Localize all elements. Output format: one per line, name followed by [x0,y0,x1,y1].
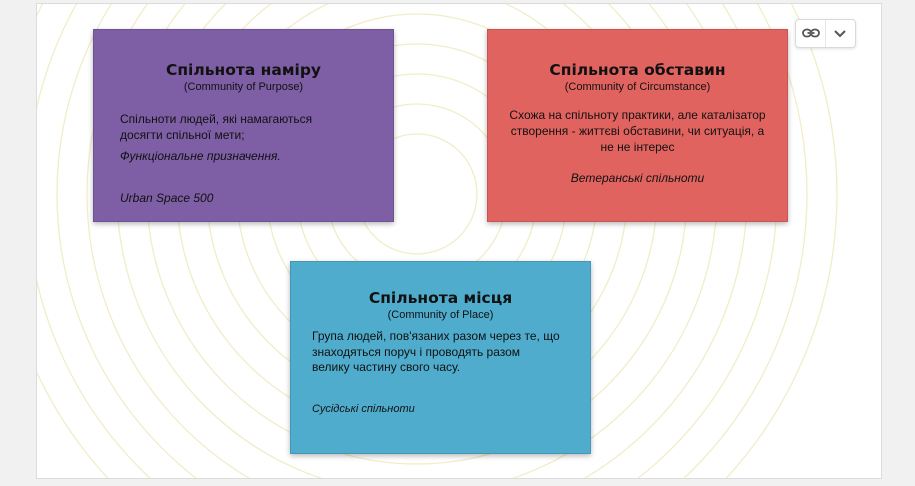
expand-button[interactable] [826,20,855,47]
card-community-of-circumstance[interactable]: Спільнота обставин (Community of Circums… [487,29,788,222]
card-subtitle: (Community of Purpose) [183,81,304,93]
card-title: Спільнота наміру [165,61,322,79]
card-example: Ветеранські спільноти [570,171,705,185]
card-community-of-place[interactable]: Спільнота місця (Community of Place) Гру… [290,261,591,454]
chevron-down-icon [833,25,847,43]
card-example: Urban Space 500 [120,191,214,205]
card-community-of-purpose[interactable]: Спільнота наміру (Community of Purpose) … [93,29,394,222]
card-example: Сусідські спільноти [312,402,415,415]
card-title: Спільнота місця [368,289,513,307]
card-toolbar [795,19,856,48]
card-body: Група людей, пов'язаних разом через те, … [312,329,560,374]
card-subtitle: (Community of Circumstance) [564,81,711,93]
toolbar-divider [825,20,826,47]
card-body: Спільноти людей, які намагаються досягти… [120,112,313,142]
link-button[interactable] [796,20,825,47]
card-note: Функціональне призначення. [120,149,281,163]
link-icon [801,25,820,43]
canvas-board[interactable]: Спільнота наміру (Community of Purpose) … [36,3,882,479]
card-body: Схожа на спільноту практики, але каталіз… [509,108,766,154]
card-subtitle: (Community of Place) [387,309,494,321]
card-title: Спільнота обставин [549,61,726,79]
